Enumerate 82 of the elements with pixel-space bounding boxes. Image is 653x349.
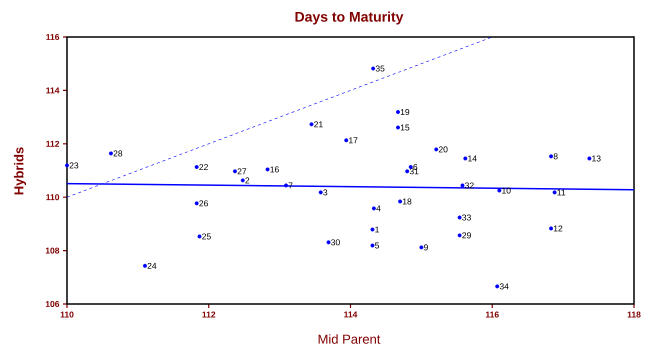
annotation: 3 bbox=[323, 189, 328, 196]
annotation: 29 bbox=[462, 232, 471, 238]
point bbox=[194, 201, 199, 206]
point bbox=[370, 228, 374, 232]
annotation: 12 bbox=[554, 225, 562, 232]
annotation: 7 bbox=[288, 182, 292, 188]
point bbox=[284, 183, 288, 188]
point bbox=[552, 190, 557, 194]
point bbox=[326, 240, 331, 244]
point bbox=[396, 126, 400, 130]
point bbox=[419, 245, 424, 250]
point bbox=[549, 226, 554, 230]
chart-title: Days to Maturity bbox=[295, 11, 404, 25]
x-tick-label: 118 bbox=[628, 312, 641, 318]
point bbox=[108, 151, 113, 156]
annotation: 18 bbox=[402, 198, 412, 204]
y-tick-label: 108 bbox=[46, 248, 60, 254]
annotation: 23 bbox=[70, 162, 78, 168]
point bbox=[371, 66, 376, 71]
point bbox=[460, 183, 464, 188]
annotation: 13 bbox=[592, 155, 601, 162]
annotation: 27 bbox=[238, 168, 246, 174]
annotation: 35 bbox=[376, 66, 384, 72]
x-tick-label: 112 bbox=[202, 312, 216, 318]
annotation: 31 bbox=[410, 168, 418, 174]
y-tick-label: 114 bbox=[46, 87, 60, 94]
annotation: 1 bbox=[375, 226, 379, 232]
point bbox=[232, 169, 237, 174]
annotation: 10 bbox=[502, 188, 511, 194]
point bbox=[310, 122, 314, 126]
point bbox=[497, 188, 502, 193]
annotation: 22 bbox=[199, 164, 208, 170]
point bbox=[240, 178, 245, 182]
annotation: 34 bbox=[500, 283, 509, 290]
annotation: 14 bbox=[468, 156, 477, 162]
point bbox=[495, 284, 500, 288]
point bbox=[396, 110, 400, 114]
y-tick-label: 116 bbox=[46, 34, 60, 40]
annotation: 11 bbox=[557, 189, 566, 196]
point bbox=[458, 233, 462, 238]
annotation: 4 bbox=[376, 205, 381, 212]
annotation: 17 bbox=[349, 137, 358, 144]
point bbox=[198, 234, 202, 238]
annotation: 28 bbox=[114, 150, 122, 156]
annotation: 9 bbox=[424, 244, 428, 250]
point bbox=[65, 163, 70, 168]
point bbox=[344, 138, 348, 142]
point bbox=[194, 165, 199, 170]
point bbox=[318, 190, 323, 194]
y-tick-label: 110 bbox=[46, 194, 60, 200]
point bbox=[587, 156, 592, 160]
point bbox=[549, 154, 554, 158]
annotation: 30 bbox=[331, 239, 340, 246]
point bbox=[372, 206, 376, 210]
y-tick-label: 112 bbox=[46, 140, 60, 147]
annotation: 19 bbox=[400, 109, 410, 116]
x-tick-label: 110 bbox=[60, 312, 74, 318]
point bbox=[398, 199, 402, 204]
point bbox=[142, 264, 147, 268]
annotation: 15 bbox=[400, 124, 410, 130]
annotation: 5 bbox=[375, 242, 380, 248]
y-axis-title: Hybrids bbox=[14, 147, 26, 194]
point bbox=[458, 215, 462, 220]
annotation: 24 bbox=[148, 262, 156, 269]
x-axis-title: Mid Parent bbox=[318, 334, 380, 344]
annotation: 20 bbox=[438, 146, 448, 152]
y-tick-label: 106 bbox=[46, 301, 60, 308]
point bbox=[266, 167, 270, 172]
point bbox=[370, 244, 374, 248]
annotation: 6 bbox=[413, 164, 418, 170]
x-tick-label: 116 bbox=[486, 312, 499, 318]
annotation: 8 bbox=[554, 153, 558, 160]
point bbox=[463, 156, 468, 160]
annotation: 2 bbox=[245, 177, 250, 184]
annotation: 26 bbox=[199, 200, 208, 206]
annotation: 21 bbox=[314, 121, 323, 128]
annotation: 16 bbox=[270, 166, 279, 172]
x-tick-label: 114 bbox=[344, 312, 358, 318]
annotation: 25 bbox=[202, 233, 211, 240]
point bbox=[405, 169, 410, 174]
point bbox=[434, 147, 438, 152]
annotation: 33 bbox=[462, 214, 471, 220]
